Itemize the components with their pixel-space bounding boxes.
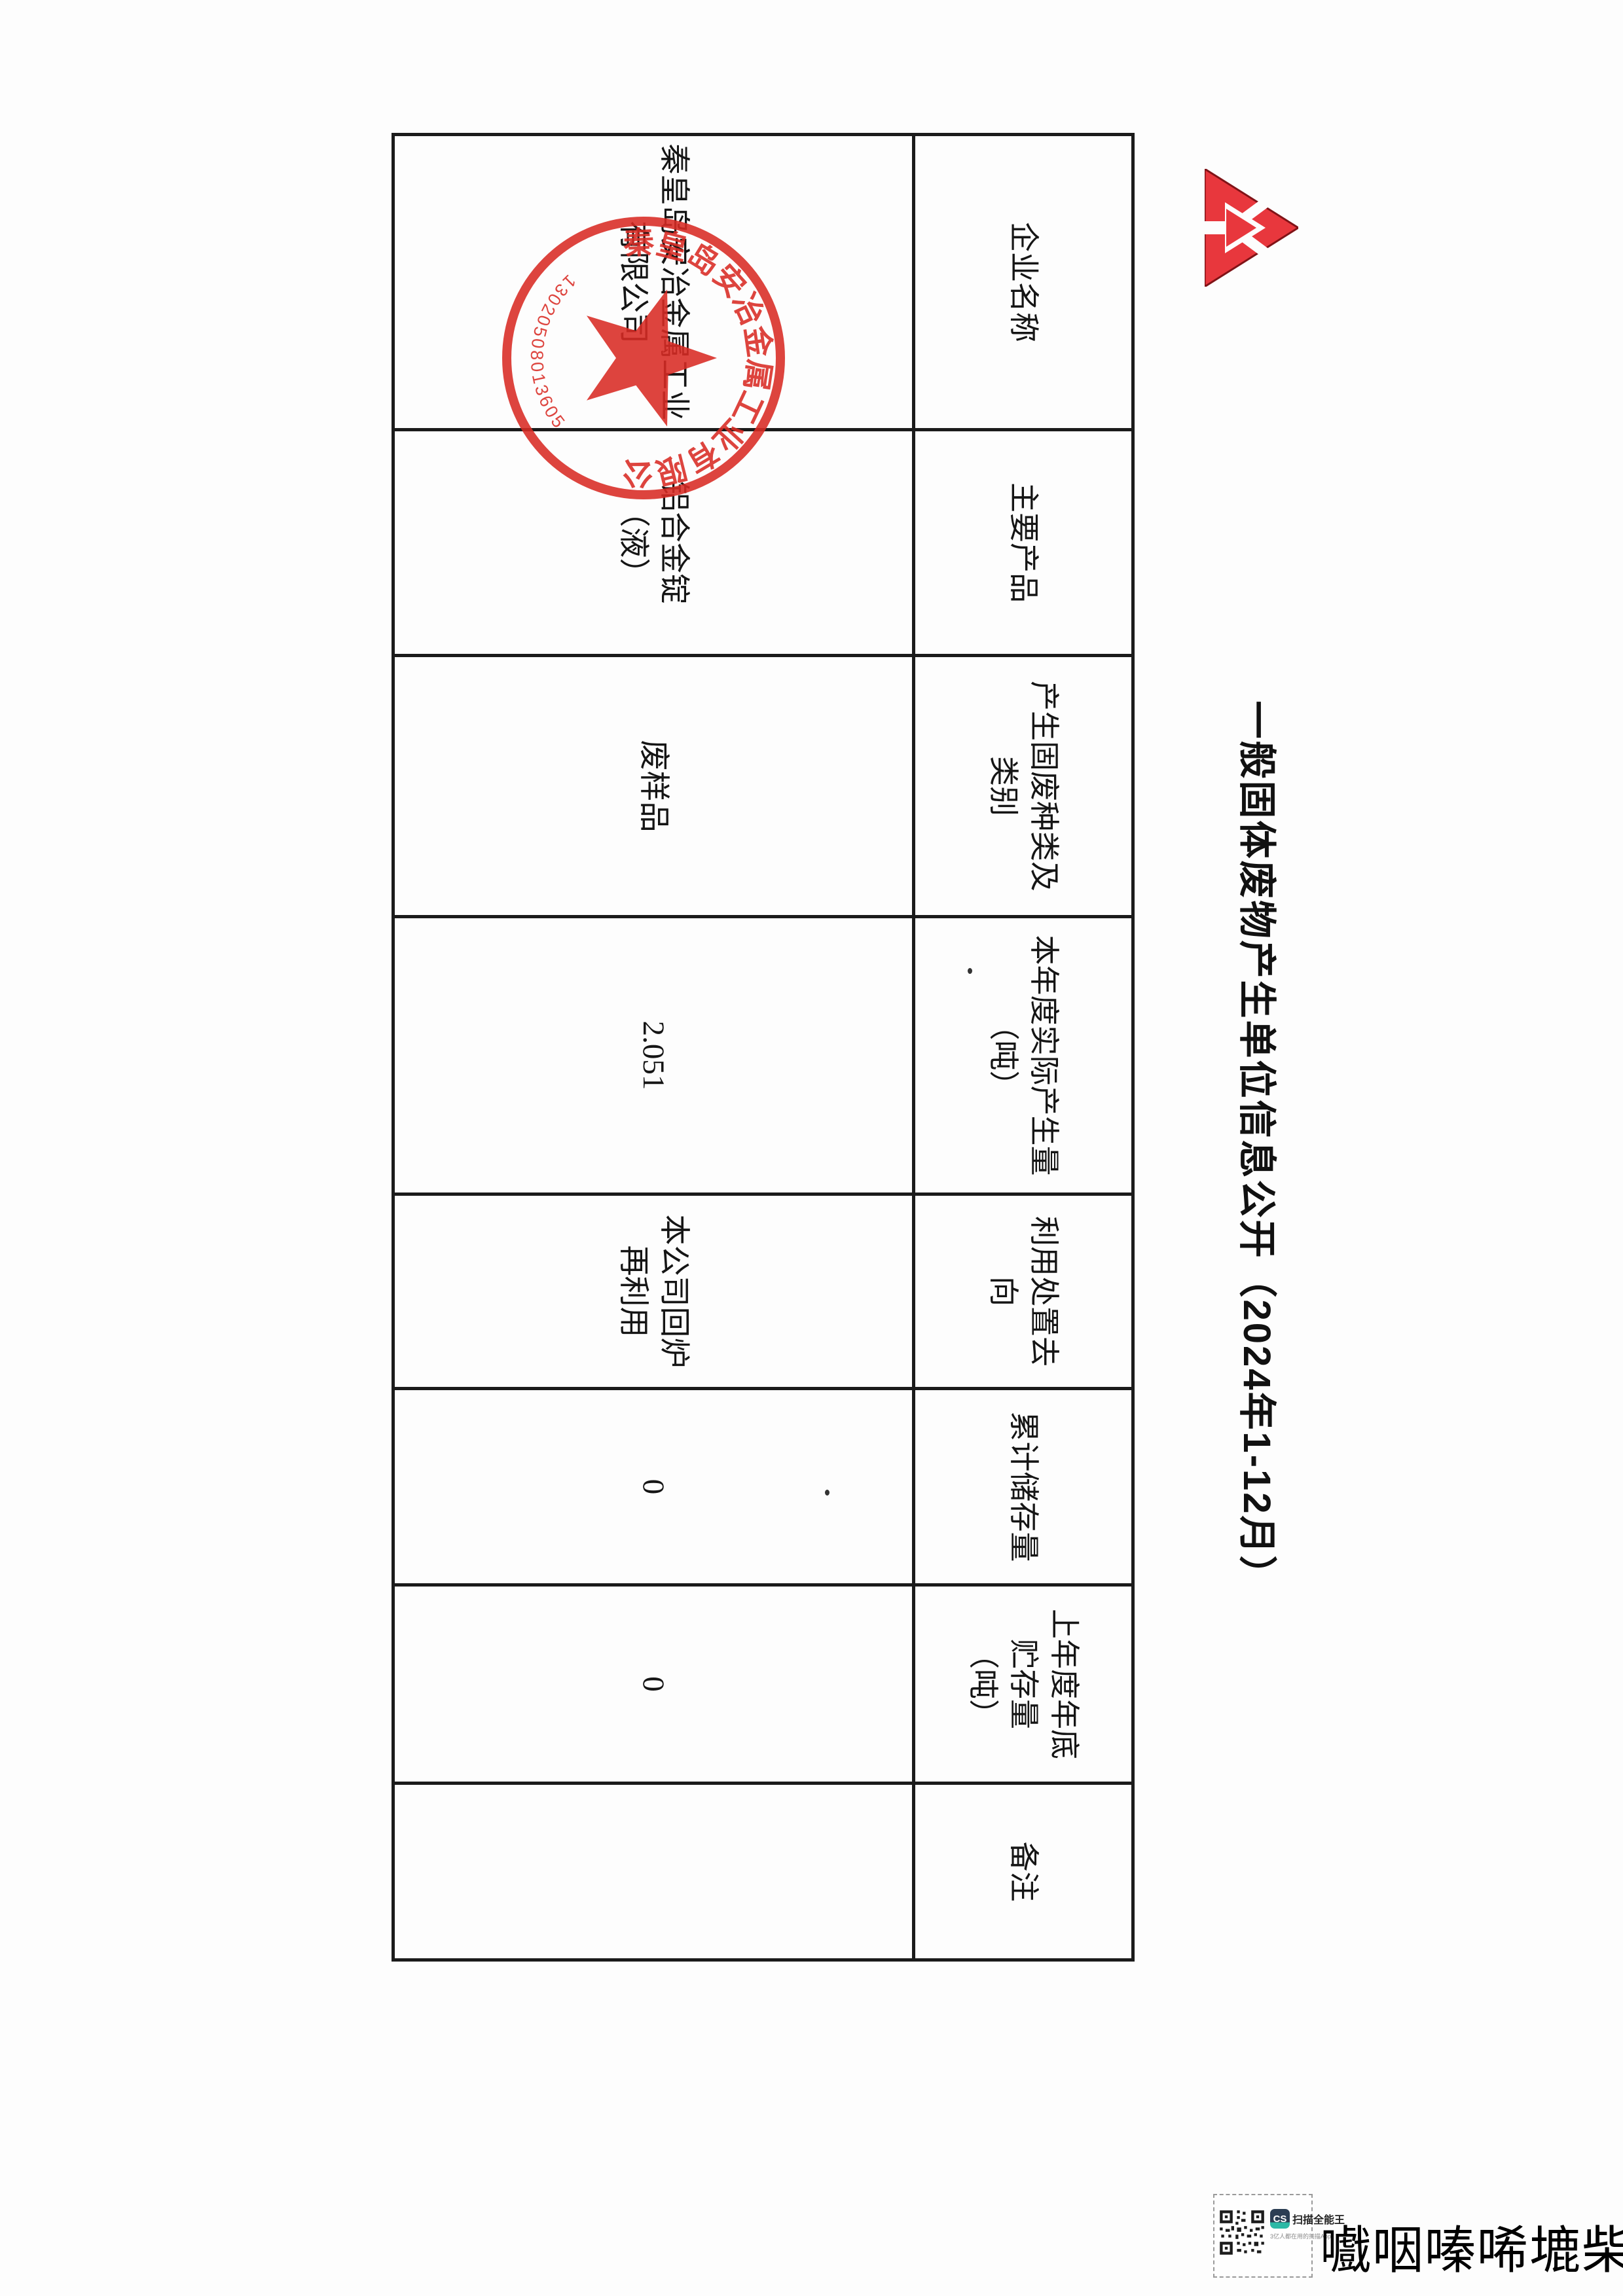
header-annual-output: 本年度实际产生量 （吨） (912, 918, 1131, 1196)
value-cumulative-storage: 0 (395, 1390, 912, 1587)
camscanner-tagline: 3亿人都在用的扫描App (1270, 2233, 1332, 2240)
scanner-watermark-box: CS 扫描全能王 3亿人都在用的扫描App (1213, 2194, 1345, 2278)
scan-speck (825, 1490, 830, 1496)
header-lastyear-storage: 上年度年底 贮存量 （吨） (912, 1587, 1131, 1785)
value-annual-output: 2.051 (395, 918, 912, 1196)
svg-text:13020508013605: 13020508013605 (527, 271, 580, 433)
value-main-product: 铝合金锭 （液） (395, 431, 912, 657)
scan-speck (968, 968, 972, 974)
header-cumulative-storage: 累计储存量 (912, 1390, 1131, 1587)
header-company-name: 企业名称 (912, 136, 1131, 431)
waste-disclosure-table: 企业名称 主要产品 产生固废种类及 类别 本年度实际产生量 （吨） 利用处置去 … (392, 133, 1135, 1962)
camscanner-app-name: 扫描全能王 (1292, 2215, 1345, 2226)
camscanner-badge-icon: CS (1270, 2209, 1290, 2229)
qr-code-icon (1218, 2209, 1266, 2256)
page-title: 一般固体废物产生单位信息公开（2024年1-12月） (1235, 700, 1278, 1596)
header-main-product: 主要产品 (912, 431, 1131, 657)
value-waste-type: 废样品 (395, 657, 912, 918)
company-logo-icon (1205, 169, 1298, 287)
header-remarks: 备注 (912, 1785, 1131, 1958)
header-disposal: 利用处置去 向 (912, 1196, 1131, 1390)
header-waste-type: 产生固废种类及 类别 (912, 657, 1131, 918)
value-disposal: 本公司回炉 再利用 (395, 1196, 912, 1390)
seal-code-text: 13020508013605 (527, 271, 580, 433)
watermark-stamp-text: 嚱咽嗪唏塶柴殳剉 (1320, 2222, 1623, 2279)
value-lastyear-storage: 0 (395, 1587, 912, 1785)
value-remarks (395, 1785, 912, 1958)
scanner-watermark-text: CS 扫描全能王 3亿人都在用的扫描App (1270, 2209, 1345, 2272)
